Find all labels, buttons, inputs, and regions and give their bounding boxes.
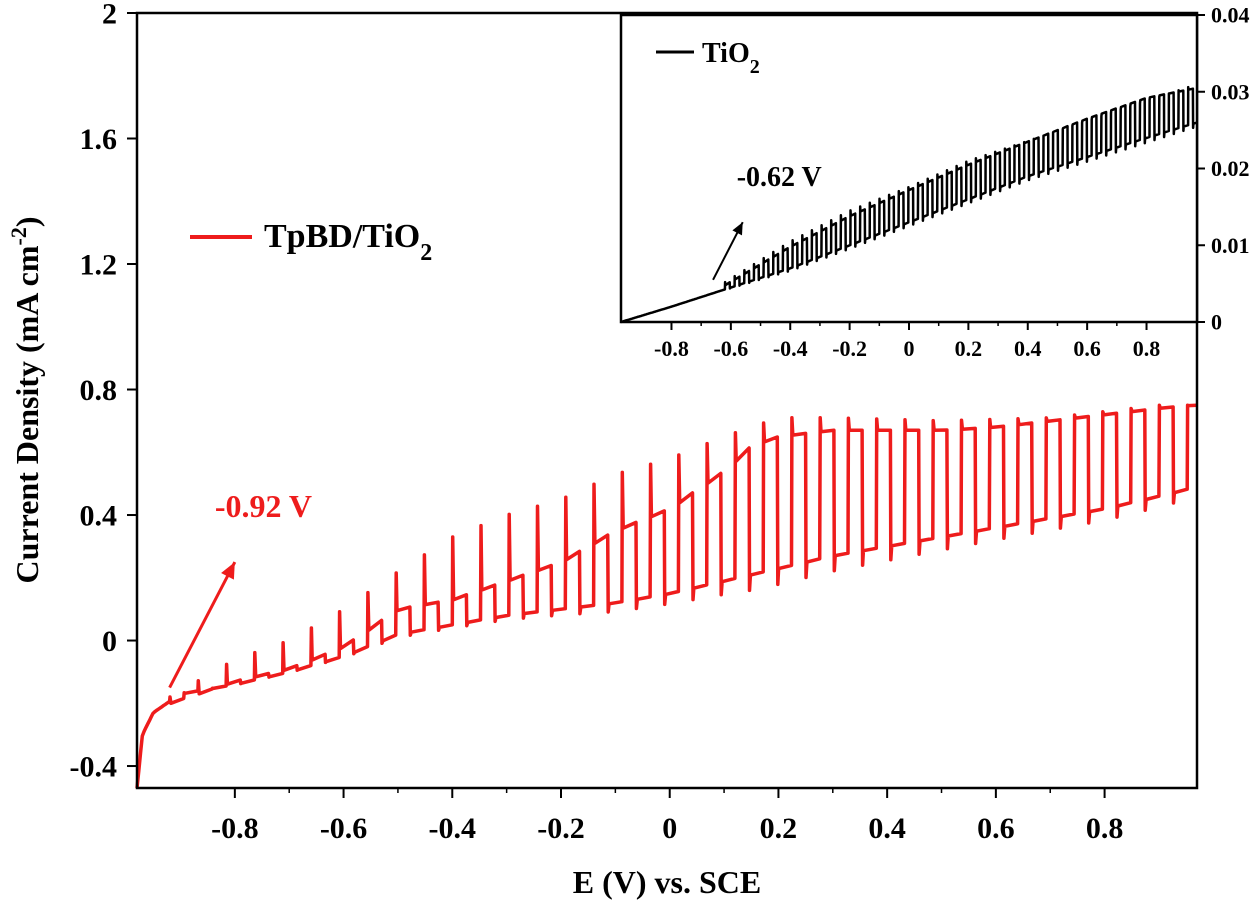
- main-y-axis-title-superscript: -2: [6, 227, 31, 245]
- main-legend-label: TpBD/TiO2: [264, 218, 432, 266]
- main-x-tick-label: -0.4: [429, 812, 477, 845]
- inset-x-tick-label: -0.6: [713, 336, 748, 361]
- inset-y-ticks: 0 0.01 0.02 0.03 0.04: [1197, 3, 1250, 335]
- main-y-tick-label: 2: [102, 0, 117, 31]
- inset-x-tick-label: -0.8: [654, 336, 689, 361]
- main-y-tick-label: -0.4: [70, 751, 118, 784]
- inset-series-line: [620, 85, 1198, 324]
- main-x-tick-label: 0.8: [1086, 812, 1124, 845]
- main-series-line: [135, 403, 1198, 789]
- main-x-tick-label: 0.4: [868, 812, 906, 845]
- main-chart: -0.92 V -0.8 -0.6 -0.4 -0.2 0 0.2 0.4 0.6 0.8 -0…: [6, 0, 1199, 900]
- main-series-layer: [135, 403, 1198, 789]
- inset-x-tick-label: -0.2: [832, 336, 867, 361]
- main-x-ticks: -0.8 -0.6 -0.4 -0.2 0 0.2 0.4 0.6 0.8: [211, 788, 1123, 845]
- inset-legend-label-text: TiO: [702, 38, 750, 69]
- main-y-ticks: -0.4 0 0.4 0.8 1.2 1.6 2: [70, 0, 137, 784]
- main-x-tick-label: 0.6: [977, 812, 1015, 845]
- main-x-tick-label: -0.6: [320, 812, 368, 845]
- inset-chart: -0.62 V -0.8 -0.6 -0.4 -0.2 0 0.2 0.4 0.6 0.8 00…: [619, 3, 1250, 361]
- inset-x-tick-label: 0.4: [1014, 336, 1042, 361]
- inset-annotation-label: -0.62 V: [737, 162, 822, 193]
- inset-legend: TiO2: [656, 38, 760, 78]
- inset-x-tick-label: 0: [904, 336, 915, 361]
- inset-y-tick-label: 0: [1211, 310, 1222, 335]
- main-y-axis-title-close: ): [9, 217, 45, 228]
- main-x-tick-label: -0.2: [537, 812, 585, 845]
- main-x-tick-label: 0: [662, 812, 677, 845]
- main-x-axis-title: E (V) vs. SCE: [573, 864, 761, 900]
- main-plot-frame: [135, 11, 1199, 790]
- inset-y-tick-label: 0.01: [1211, 233, 1250, 258]
- inset-annotation-layer: -0.62 V: [712, 162, 822, 281]
- main-x-tick-label: 0.2: [760, 812, 798, 845]
- main-y-tick-label: 1.6: [80, 123, 118, 156]
- inset-y-tick-label: 0.02: [1211, 156, 1250, 181]
- inset-x-tick-label: -0.4: [773, 336, 808, 361]
- main-legend: TpBD/TiO2: [190, 218, 432, 266]
- main-annotation-label: -0.92 V: [215, 488, 312, 524]
- main-y-tick-label: 1.2: [80, 249, 118, 282]
- inset-x-tick-label: 0.2: [955, 336, 983, 361]
- inset-legend-label-subscript: 2: [750, 56, 760, 78]
- inset-x-tick-label: 0.8: [1133, 336, 1161, 361]
- inset-x-tick-label: 0.6: [1073, 336, 1101, 361]
- inset-y-tick-label: 0.04: [1211, 3, 1250, 28]
- main-y-tick-label: 0: [102, 625, 117, 658]
- main-y-tick-label: 0.8: [80, 374, 118, 407]
- inset-annotation-arrow-head: [732, 222, 743, 236]
- main-annotation-arrow-line: [168, 561, 237, 689]
- main-y-tick-label: 0.4: [80, 500, 118, 533]
- inset-y-tick-label: 0.03: [1211, 79, 1250, 104]
- inset-legend-label: TiO2: [702, 38, 760, 78]
- inset-series-layer: [620, 85, 1198, 324]
- main-y-axis-title: Current Density (mA cm-2): [6, 217, 46, 584]
- main-legend-label-text: TpBD/TiO: [264, 218, 420, 255]
- inset-x-ticks: -0.8 -0.6 -0.4 -0.2 0 0.2 0.4 0.6 0.8: [654, 322, 1160, 361]
- main-annotation-layer: -0.92 V: [168, 488, 312, 689]
- main-x-tick-label: -0.8: [211, 812, 259, 845]
- main-y-axis-title-text: Current Density (mA cm: [9, 245, 45, 583]
- main-annotation-arrow-head: [221, 562, 235, 580]
- main-legend-label-subscript: 2: [420, 240, 432, 266]
